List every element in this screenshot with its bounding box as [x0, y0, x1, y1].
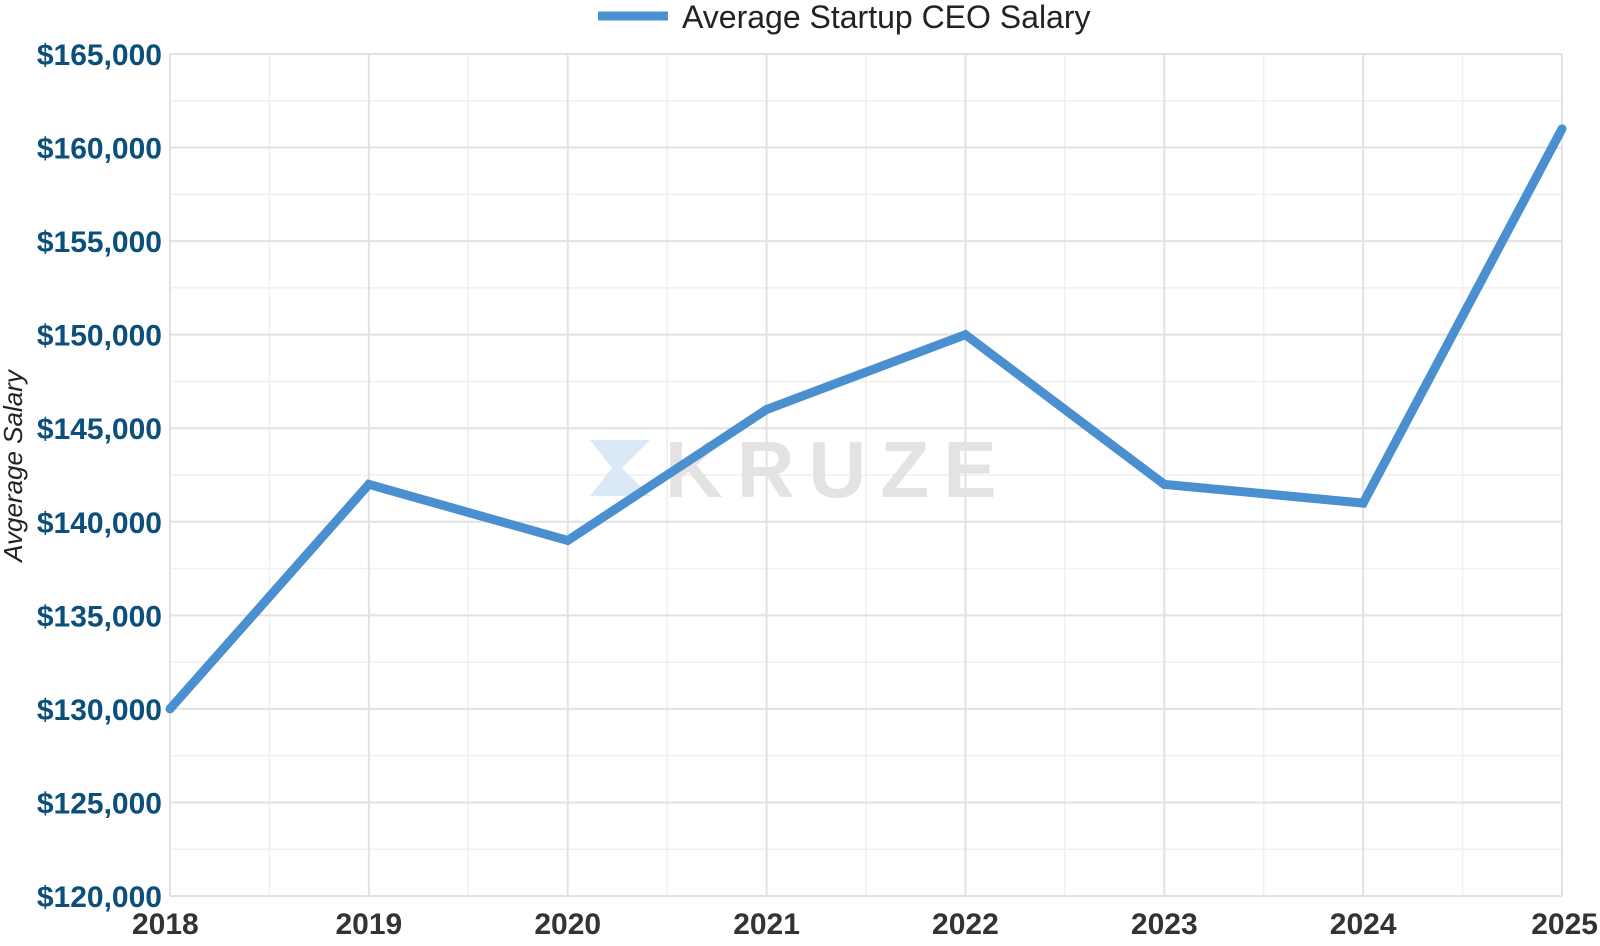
x-tick-label: 2024 — [1330, 908, 1397, 941]
y-tick-label: $160,000 — [37, 133, 162, 166]
data-point[interactable] — [960, 330, 970, 340]
series-layer — [165, 124, 1567, 714]
y-tick-label: $120,000 — [37, 881, 162, 914]
kruze-watermark-logo: KRUZE — [590, 425, 997, 514]
data-point[interactable] — [563, 535, 573, 545]
y-tick-label: $150,000 — [37, 320, 162, 353]
data-point[interactable] — [1159, 479, 1169, 489]
y-tick-label: $165,000 — [37, 39, 162, 72]
legend[interactable]: Average Startup CEO Salary — [598, 0, 1091, 35]
data-point[interactable] — [364, 479, 374, 489]
data-point[interactable] — [762, 405, 772, 415]
y-tick-label: $125,000 — [37, 787, 162, 820]
data-point[interactable] — [1557, 124, 1567, 134]
data-point[interactable] — [1358, 498, 1368, 508]
data-point[interactable] — [165, 704, 175, 714]
kruze-chevron-icon — [590, 440, 650, 496]
x-tick-label: 2021 — [733, 908, 800, 941]
grid — [169, 53, 1563, 897]
y-axis-ticks: $120,000 $125,000 $130,000 $135,000 $140,000… — [37, 39, 162, 914]
x-tick-label: 2018 — [132, 908, 199, 941]
y-tick-label: $145,000 — [37, 413, 162, 446]
legend-label: Average Startup CEO Salary — [682, 0, 1091, 35]
x-tick-label: 2022 — [932, 908, 999, 941]
y-tick-label: $155,000 — [37, 226, 162, 259]
x-tick-label: 2023 — [1131, 908, 1198, 941]
series-line — [166, 126, 1566, 712]
y-axis-label: Avgerage Salary — [0, 368, 28, 564]
y-tick-label: $130,000 — [37, 694, 162, 727]
x-tick-label: 2025 — [1531, 908, 1598, 941]
x-axis-ticks: 2018 2019 2020 2021 2022 2023 2024 2025 — [132, 908, 1598, 941]
x-tick-label: 2020 — [534, 908, 601, 941]
y-tick-label: $140,000 — [37, 507, 162, 540]
x-tick-label: 2019 — [335, 908, 402, 941]
y-tick-label: $135,000 — [37, 600, 162, 633]
